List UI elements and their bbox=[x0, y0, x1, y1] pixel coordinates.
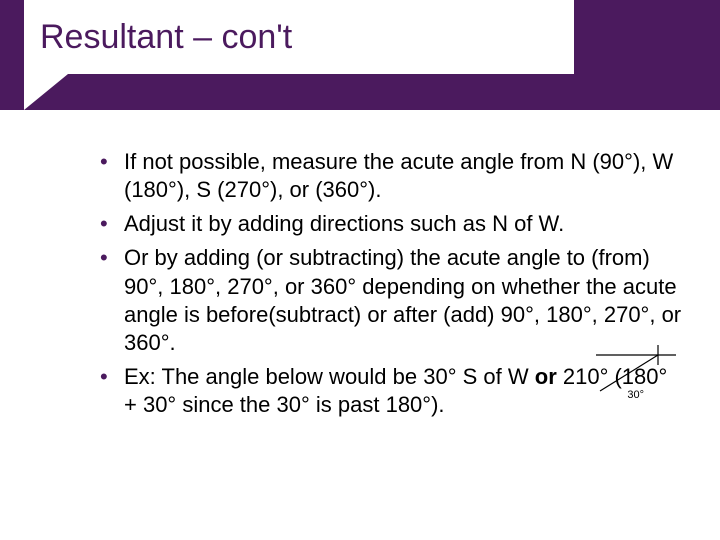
title-box: Resultant – con't bbox=[24, 0, 574, 74]
bullet-item: If not possible, measure the acute angle… bbox=[96, 148, 686, 204]
slide-title: Resultant – con't bbox=[40, 18, 292, 57]
content-area: If not possible, measure the acute angle… bbox=[96, 148, 686, 425]
angle-diagram bbox=[596, 345, 676, 393]
title-corner-cut bbox=[24, 74, 68, 110]
bullet-item: Adjust it by adding directions such as N… bbox=[96, 210, 686, 238]
angle-label: 30° bbox=[627, 389, 644, 401]
bullet-item: Or by adding (or subtracting) the acute … bbox=[96, 244, 686, 357]
diagram-angled-line bbox=[600, 355, 658, 391]
